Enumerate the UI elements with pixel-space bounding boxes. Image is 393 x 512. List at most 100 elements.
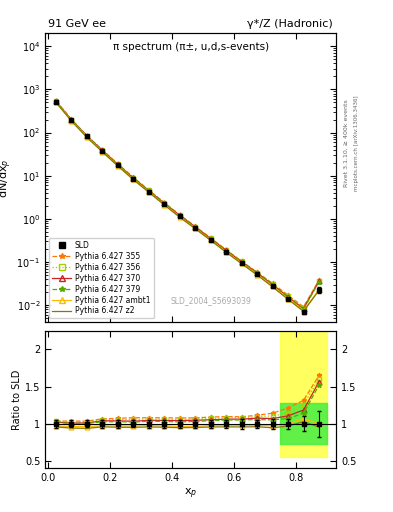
Pythia 6.427 355 bbox=[208, 235, 213, 241]
Pythia 6.427 370 bbox=[239, 259, 244, 265]
Pythia 6.427 370 bbox=[270, 282, 275, 288]
Pythia 6.427 379 bbox=[147, 188, 151, 194]
Pythia 6.427 355 bbox=[286, 292, 290, 298]
Pythia 6.427 370 bbox=[255, 270, 259, 276]
Pythia 6.427 379 bbox=[239, 259, 244, 265]
Text: mcplots.cern.ch [arXiv:1306.3436]: mcplots.cern.ch [arXiv:1306.3436] bbox=[354, 96, 359, 191]
Pythia 6.427 ambt1 bbox=[193, 225, 198, 231]
Pythia 6.427 355 bbox=[177, 212, 182, 218]
Text: Rivet 3.1.10, ≥ 400k events: Rivet 3.1.10, ≥ 400k events bbox=[344, 99, 349, 187]
Pythia 6.427 ambt1 bbox=[270, 283, 275, 289]
Pythia 6.427 379 bbox=[116, 162, 120, 168]
Pythia 6.427 356 bbox=[224, 247, 229, 253]
Line: Pythia 6.427 z2: Pythia 6.427 z2 bbox=[56, 102, 319, 311]
Pythia 6.427 355 bbox=[193, 223, 198, 229]
Pythia 6.427 ambt1 bbox=[208, 237, 213, 243]
Pythia 6.427 356 bbox=[84, 133, 89, 139]
Pythia 6.427 z2 bbox=[116, 163, 120, 169]
Pythia 6.427 ambt1 bbox=[224, 249, 229, 255]
Pythia 6.427 355 bbox=[147, 187, 151, 193]
Pythia 6.427 z2 bbox=[208, 238, 213, 244]
Pythia 6.427 ambt1 bbox=[162, 202, 167, 208]
Pythia 6.427 379 bbox=[193, 224, 198, 230]
Pythia 6.427 355 bbox=[116, 161, 120, 167]
Pythia 6.427 379 bbox=[100, 147, 105, 154]
Pythia 6.427 356 bbox=[270, 281, 275, 287]
Pythia 6.427 370 bbox=[193, 224, 198, 230]
Pythia 6.427 z2 bbox=[317, 287, 321, 293]
Pythia 6.427 355 bbox=[69, 116, 74, 122]
Pythia 6.427 370 bbox=[131, 175, 136, 181]
Pythia 6.427 355 bbox=[162, 200, 167, 206]
Line: Pythia 6.427 356: Pythia 6.427 356 bbox=[53, 99, 321, 310]
Pythia 6.427 355 bbox=[239, 258, 244, 264]
Pythia 6.427 z2 bbox=[270, 284, 275, 290]
Pythia 6.427 379 bbox=[177, 212, 182, 219]
Pythia 6.427 370 bbox=[208, 236, 213, 242]
Pythia 6.427 370 bbox=[84, 133, 89, 139]
Pythia 6.427 z2 bbox=[69, 118, 74, 124]
Pythia 6.427 379 bbox=[84, 133, 89, 139]
Pythia 6.427 379 bbox=[224, 247, 229, 253]
Line: Pythia 6.427 ambt1: Pythia 6.427 ambt1 bbox=[53, 100, 321, 313]
Pythia 6.427 z2 bbox=[301, 308, 306, 314]
Pythia 6.427 z2 bbox=[54, 99, 59, 105]
Pythia 6.427 370 bbox=[162, 200, 167, 206]
Pythia 6.427 370 bbox=[224, 247, 229, 253]
Pythia 6.427 370 bbox=[317, 278, 321, 284]
Pythia 6.427 ambt1 bbox=[177, 214, 182, 220]
Y-axis label: dN/dx$_p$: dN/dx$_p$ bbox=[0, 158, 14, 198]
Pythia 6.427 379 bbox=[317, 279, 321, 285]
Pythia 6.427 379 bbox=[208, 236, 213, 242]
Pythia 6.427 356 bbox=[208, 235, 213, 241]
Pythia 6.427 379 bbox=[54, 98, 59, 104]
Pythia 6.427 356 bbox=[301, 305, 306, 311]
Pythia 6.427 370 bbox=[177, 212, 182, 219]
Text: 91 GeV ee: 91 GeV ee bbox=[48, 19, 106, 29]
Pythia 6.427 z2 bbox=[239, 261, 244, 267]
Pythia 6.427 379 bbox=[69, 117, 74, 123]
Pythia 6.427 356 bbox=[54, 98, 59, 104]
Pythia 6.427 355 bbox=[84, 133, 89, 139]
Pythia 6.427 ambt1 bbox=[286, 296, 290, 302]
Pythia 6.427 356 bbox=[162, 200, 167, 206]
Pythia 6.427 ambt1 bbox=[317, 286, 321, 292]
Pythia 6.427 z2 bbox=[162, 202, 167, 208]
Text: π spectrum (π±, u,d,s-events): π spectrum (π±, u,d,s-events) bbox=[112, 42, 269, 52]
Pythia 6.427 356 bbox=[239, 259, 244, 265]
Pythia 6.427 370 bbox=[147, 187, 151, 194]
Pythia 6.427 370 bbox=[116, 161, 120, 167]
Pythia 6.427 356 bbox=[193, 224, 198, 230]
Pythia 6.427 379 bbox=[131, 175, 136, 181]
Pythia 6.427 379 bbox=[162, 200, 167, 206]
Pythia 6.427 370 bbox=[100, 147, 105, 154]
Pythia 6.427 356 bbox=[69, 117, 74, 123]
Pythia 6.427 ambt1 bbox=[84, 134, 89, 140]
Pythia 6.427 ambt1 bbox=[116, 163, 120, 169]
Pythia 6.427 z2 bbox=[286, 296, 290, 303]
Line: Pythia 6.427 355: Pythia 6.427 355 bbox=[53, 98, 321, 309]
Pythia 6.427 z2 bbox=[224, 249, 229, 255]
Pythia 6.427 356 bbox=[116, 161, 120, 167]
Pythia 6.427 ambt1 bbox=[301, 308, 306, 314]
Pythia 6.427 355 bbox=[317, 277, 321, 283]
Pythia 6.427 356 bbox=[317, 278, 321, 284]
Pythia 6.427 ambt1 bbox=[69, 118, 74, 124]
Line: Pythia 6.427 379: Pythia 6.427 379 bbox=[53, 99, 321, 312]
Pythia 6.427 356 bbox=[177, 212, 182, 218]
Pythia 6.427 356 bbox=[255, 269, 259, 275]
Pythia 6.427 ambt1 bbox=[147, 189, 151, 195]
Pythia 6.427 z2 bbox=[84, 134, 89, 140]
Pythia 6.427 379 bbox=[255, 270, 259, 276]
Line: Pythia 6.427 370: Pythia 6.427 370 bbox=[53, 99, 321, 311]
Text: γ*/Z (Hadronic): γ*/Z (Hadronic) bbox=[247, 19, 333, 29]
Legend: SLD, Pythia 6.427 355, Pythia 6.427 356, Pythia 6.427 370, Pythia 6.427 379, Pyt: SLD, Pythia 6.427 355, Pythia 6.427 356,… bbox=[49, 238, 154, 318]
Pythia 6.427 355 bbox=[255, 269, 259, 275]
Pythia 6.427 379 bbox=[286, 294, 290, 301]
Pythia 6.427 355 bbox=[270, 280, 275, 286]
Pythia 6.427 370 bbox=[286, 294, 290, 300]
Text: SLD_2004_S5693039: SLD_2004_S5693039 bbox=[171, 296, 252, 305]
Pythia 6.427 z2 bbox=[255, 272, 259, 278]
Pythia 6.427 370 bbox=[69, 117, 74, 123]
Pythia 6.427 z2 bbox=[193, 226, 198, 232]
